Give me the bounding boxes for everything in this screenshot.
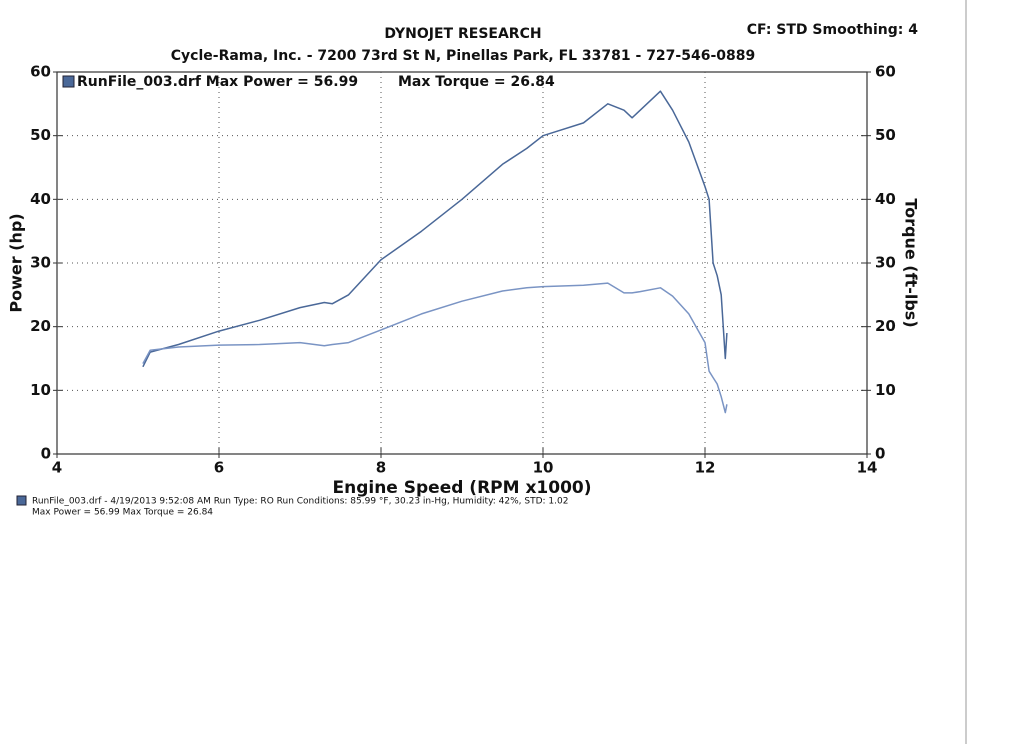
- y-tick-label: 20: [30, 317, 51, 335]
- y2-tick-label: 30: [875, 254, 896, 272]
- y-tick-label: 10: [30, 381, 51, 399]
- y2-axis-label: Torque (ft-lbs): [902, 198, 921, 327]
- x-tick-label: 14: [857, 459, 878, 477]
- legend-text: Max Torque = 26.84: [398, 74, 555, 90]
- y2-tick-label: 0: [875, 445, 885, 463]
- y-tick-label: 0: [41, 445, 51, 463]
- y2-tick-label: 10: [875, 381, 896, 399]
- y-tick-label: 50: [30, 126, 51, 144]
- x-tick-label: 6: [214, 459, 224, 477]
- settings: CF: STD Smoothing: 4: [747, 22, 918, 38]
- y2-tick-label: 60: [875, 63, 896, 81]
- y-axis-label: Power (hp): [7, 213, 26, 312]
- x-tick-label: 10: [533, 459, 554, 477]
- y-tick-label: 30: [30, 254, 51, 272]
- footnote-swatch: [16, 495, 27, 506]
- legend-swatch: [62, 75, 75, 88]
- y2-tick-label: 40: [875, 190, 896, 208]
- subtitle: Cycle-Rama, Inc. - 7200 73rd St N, Pinel…: [171, 48, 755, 64]
- chart-title: DYNOJET RESEARCH: [384, 26, 541, 42]
- x-axis-label: Engine Speed (RPM x1000): [332, 478, 591, 498]
- x-tick-label: 4: [52, 459, 62, 477]
- y-tick-label: 40: [30, 190, 51, 208]
- y-tick-label: 60: [30, 63, 51, 81]
- footnote: Max Power = 56.99 Max Torque = 26.84: [32, 508, 213, 518]
- y2-tick-label: 50: [875, 126, 896, 144]
- x-tick-label: 8: [376, 459, 386, 477]
- footnote: RunFile_003.drf - 4/19/2013 9:52:08 AM R…: [32, 497, 568, 507]
- y2-tick-label: 20: [875, 317, 896, 335]
- power-torque-line: [142, 282, 728, 414]
- x-tick-label: 12: [695, 459, 716, 477]
- legend-text: RunFile_003.drf Max Power = 56.99: [77, 74, 358, 90]
- power-torque-line: [142, 90, 728, 368]
